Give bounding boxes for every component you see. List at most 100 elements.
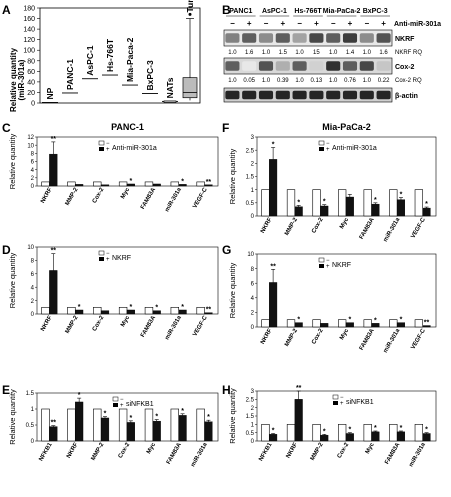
ytick-label: 1.5	[246, 414, 255, 420]
blot-actin-label: β-actin	[395, 93, 418, 100]
bar-control	[41, 306, 50, 315]
bar-treated	[371, 431, 380, 442]
bar-treated	[320, 434, 329, 442]
blot-nkrf-rq-label: NKRF RQ	[395, 50, 422, 56]
blot-nkrf-rq: 1.0	[295, 50, 304, 56]
significance-mark: **	[206, 307, 212, 314]
bar-control	[286, 424, 296, 442]
blot-nkrf-rq: 1.0	[363, 50, 372, 56]
category-label: MMP-2	[65, 186, 80, 206]
blot-nkrf-band	[275, 33, 290, 43]
bar-control	[286, 189, 296, 217]
legend-swatch-treated	[99, 257, 104, 261]
ytick-label: 1	[251, 188, 255, 194]
panel-letter-a: A	[2, 3, 11, 17]
bar-control	[261, 189, 270, 217]
legend-sign-minus: −	[340, 395, 344, 401]
panel-a-ytick-label: 80	[27, 58, 35, 65]
significance-mark: *	[348, 317, 351, 324]
blot-nkrf-band	[258, 33, 274, 43]
blot-sign: −	[297, 19, 302, 28]
ytick-label: 2.5	[246, 398, 255, 404]
significance-mark: *	[272, 142, 275, 149]
ytick-label: 0	[31, 439, 35, 445]
blot-cell-line-label: Mia-PaCa-2	[323, 8, 361, 15]
bar-control	[363, 319, 372, 328]
legend-swatch-control	[98, 250, 105, 256]
blot-cox2-band	[376, 61, 391, 71]
bar-control	[414, 319, 424, 328]
panel-a-ytick-label: 180	[23, 6, 35, 13]
ytick-label: 3	[251, 389, 255, 395]
blot-cox2-rq: 1.0	[262, 78, 271, 84]
category-label: NKRF	[40, 187, 54, 205]
blot-nkrf-label: NKRF	[395, 36, 415, 43]
category-label: FAM83A	[384, 441, 401, 465]
legend-sign-plus: +	[106, 147, 110, 153]
bar-treated	[371, 323, 380, 328]
bar-treated	[269, 434, 278, 442]
category-label: Cox-2	[337, 441, 351, 459]
ytick-label: 1	[31, 407, 35, 413]
blot-actin-band	[275, 90, 290, 100]
blot-actin-band	[376, 90, 391, 100]
blot-actin-band	[359, 90, 374, 100]
ytick-label: 10	[247, 252, 254, 258]
category-label: FAM83A	[359, 327, 376, 351]
legend-sign-minus: −	[326, 141, 330, 147]
panel-a-category-label: Hs-766T	[105, 38, 115, 72]
blot-cox2-band	[258, 61, 274, 71]
bar-treated	[294, 322, 303, 328]
bar-treated	[49, 153, 58, 187]
blot-sign: +	[381, 19, 386, 28]
bar-control	[196, 181, 205, 187]
panel-f: F Mia-PaCa-2 Relative quantity 0 0.5 1 1.5 2 2.5…	[222, 121, 437, 243]
blot-cox2-band	[242, 61, 257, 71]
blot-cox2-label: Cox-2	[395, 64, 415, 71]
legend-swatch-treated	[319, 264, 324, 268]
ytick-label: 0	[251, 439, 255, 445]
ytick-label: 3	[251, 135, 255, 141]
bar-treated	[371, 203, 380, 217]
ytick-label: 2	[251, 311, 255, 317]
bar-treated	[49, 270, 58, 315]
ytick-label: 2	[31, 176, 35, 182]
bar-treated	[422, 207, 431, 217]
panel-ylabel: Relative quantity	[8, 134, 17, 190]
ytick-label: 0	[31, 184, 35, 190]
blot-nkrf-band	[342, 33, 358, 43]
category-label: miR-301a	[383, 216, 402, 243]
panel-a-category-label: NATs	[165, 77, 175, 98]
category-label: miR-301a	[164, 186, 183, 213]
bar-control	[261, 319, 270, 328]
category-label: NKRF	[286, 442, 300, 460]
panel-a-ytick-label: 20	[27, 90, 35, 97]
significance-mark: *	[129, 415, 132, 422]
category-label: VEGF-C	[410, 327, 427, 350]
bar-control	[144, 408, 154, 442]
legend-swatch-control	[318, 257, 325, 263]
blot-cell-line-label: AsPC-1	[262, 8, 287, 15]
category-label: MMP-2	[284, 216, 299, 236]
panel-a-ytick-label: 60	[27, 69, 35, 76]
ytick-label: 4	[31, 168, 35, 174]
significance-mark: *	[425, 427, 428, 434]
bar-treated	[204, 312, 213, 315]
ytick-label: 10	[27, 143, 34, 149]
bar-control	[93, 408, 102, 442]
panel-a-category-label: NP	[45, 87, 55, 99]
bar-control	[41, 181, 50, 187]
bar-treated	[152, 183, 161, 187]
panel-a-category-label: PANC-1	[65, 59, 75, 90]
legend-sign-plus: +	[106, 257, 110, 263]
blot-actin-band	[225, 90, 240, 100]
ytick-label: 2	[251, 406, 255, 412]
legend-swatch-treated	[333, 401, 338, 405]
legend-swatch-treated	[99, 147, 104, 151]
blot-sign: −	[264, 19, 269, 28]
ytick-label: 2	[251, 162, 255, 168]
significance-mark: **	[206, 179, 212, 186]
